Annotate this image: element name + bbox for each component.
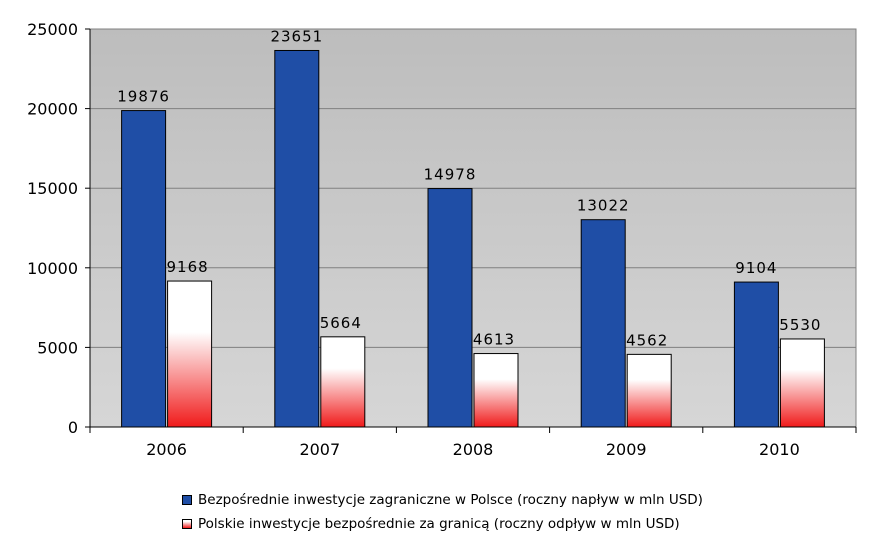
data-label: 5530 xyxy=(779,316,821,334)
bar-outflow xyxy=(167,280,213,428)
y-tick-label: 5000 xyxy=(37,338,78,357)
bar-outflow xyxy=(626,353,672,428)
x-tick-label: 2007 xyxy=(299,440,340,459)
data-label: 13022 xyxy=(577,197,630,215)
x-axis: 2006 2007 2008 2009 2010 xyxy=(89,426,857,459)
data-label: 4562 xyxy=(626,331,668,349)
x-tick-label: 2010 xyxy=(759,440,800,459)
plot-area xyxy=(89,28,857,428)
bars xyxy=(121,49,825,428)
bar-inflow xyxy=(121,110,167,428)
x-tick-label: 2009 xyxy=(606,440,647,459)
y-axis: 0 5000 10000 15000 20000 25000 xyxy=(27,20,91,437)
bar-inflow xyxy=(427,188,473,428)
y-tick-label: 20000 xyxy=(27,100,78,119)
legend-item-fdi-inflow: Bezpośrednie inwestycje zagraniczne w Po… xyxy=(182,488,703,512)
x-tick-label: 2008 xyxy=(453,440,494,459)
legend: Bezpośrednie inwestycje zagraniczne w Po… xyxy=(182,488,703,536)
data-label: 14978 xyxy=(424,166,477,184)
data-labels: 19876 9168 23651 5664 14978 4613 13022 4562 9104… xyxy=(117,27,821,349)
x-tick-label: 2006 xyxy=(146,440,187,459)
data-label: 9168 xyxy=(167,258,209,276)
y-tick-label: 25000 xyxy=(27,20,78,39)
bar-outflow xyxy=(473,353,519,428)
legend-swatch-red xyxy=(182,519,192,529)
bar-outflow xyxy=(320,336,366,428)
data-label: 19876 xyxy=(117,88,170,106)
data-label: 5664 xyxy=(320,314,362,332)
data-label: 9104 xyxy=(735,259,777,277)
bar-inflow xyxy=(580,219,626,428)
legend-item-fdi-outflow: Polskie inwestycje bezpośrednie za grani… xyxy=(182,512,703,536)
legend-swatch-blue xyxy=(182,495,192,505)
data-label: 23651 xyxy=(270,27,323,45)
legend-label: Bezpośrednie inwestycje zagraniczne w Po… xyxy=(198,492,703,508)
bar-inflow xyxy=(733,281,779,428)
bar-outflow xyxy=(779,338,825,428)
y-tick-label: 15000 xyxy=(27,179,78,198)
gridlines xyxy=(90,108,856,348)
data-label: 4613 xyxy=(473,331,515,349)
y-tick-label: 10000 xyxy=(27,259,78,278)
legend-label: Polskie inwestycje bezpośrednie za grani… xyxy=(198,516,680,532)
y-tick-label: 0 xyxy=(68,418,78,437)
bar-inflow xyxy=(274,49,320,428)
